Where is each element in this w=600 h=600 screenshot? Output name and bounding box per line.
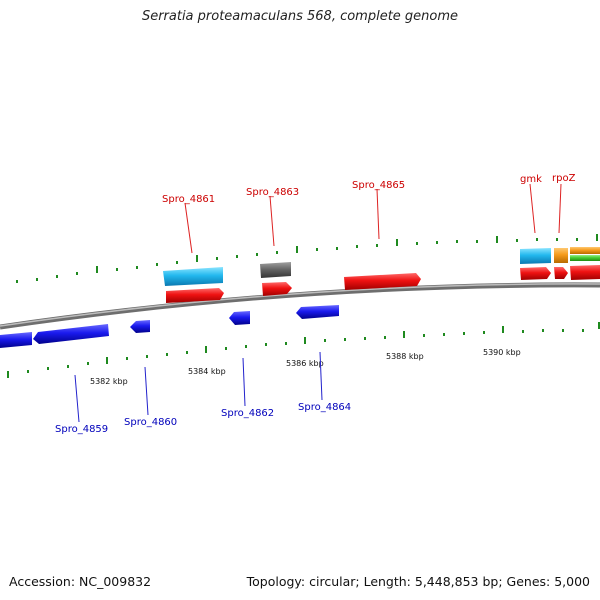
gene-label-spro-4865: Spro_4865: [352, 180, 405, 191]
forward-cds-gmk[interactable]: [520, 267, 551, 280]
gene-label-rpoz: rpoZ: [552, 173, 576, 184]
gene-label-spro-4859: Spro_4859: [55, 424, 108, 435]
gene-label-spro-4864: Spro_4864: [298, 402, 351, 413]
reverse-cds-left-edge[interactable]: [0, 332, 32, 348]
gene-label-spro-4862: Spro_4862: [221, 408, 274, 419]
genome-summary-text: Topology: circular; Length: 5,448,853 bp…: [246, 574, 590, 589]
gene-feature-orange-strip[interactable]: [570, 247, 600, 254]
kbp-label-5382: 5382 kbp: [90, 377, 128, 386]
forward-cds-rpoz[interactable]: [554, 267, 568, 279]
kbp-label-5386: 5386 kbp: [286, 359, 324, 368]
reverse-cds-spro-4860[interactable]: [130, 320, 150, 333]
gene-feature-gmk[interactable]: [520, 248, 551, 264]
forward-leader-lines: [184, 183, 562, 254]
kbp-label-5390: 5390 kbp: [483, 348, 521, 357]
forward-cds-spro-4865[interactable]: [344, 273, 421, 290]
accession-text: Accession: NC_009832: [9, 574, 152, 589]
gene-feature-rpoz-orange[interactable]: [554, 248, 568, 263]
reverse-cds-spro-4864[interactable]: [296, 305, 339, 319]
gene-label-gmk: gmk: [520, 174, 542, 185]
gene-feature-spro-4863[interactable]: [260, 262, 291, 278]
map-title: Serratia proteamaculans 568, complete ge…: [141, 9, 459, 24]
gene-label-spro-4860: Spro_4860: [124, 417, 177, 428]
reverse-leader-lines: [74, 351, 323, 423]
genome-backbone: [0, 282, 600, 330]
kbp-label-5388: 5388 kbp: [386, 352, 424, 361]
gene-feature-spro-4861[interactable]: [163, 267, 223, 286]
reverse-cds-spro-4862[interactable]: [229, 311, 250, 325]
lower-tick-row: [7, 322, 600, 378]
reverse-cds-spro-4859[interactable]: [33, 324, 109, 344]
upper-tick-row: [16, 234, 598, 283]
kbp-label-5384: 5384 kbp: [188, 367, 226, 376]
gene-label-spro-4861: Spro_4861: [162, 194, 215, 205]
gene-label-spro-4863: Spro_4863: [246, 187, 299, 198]
forward-cds-right-edge[interactable]: [570, 265, 600, 280]
forward-cds-spro-4863[interactable]: [262, 282, 292, 296]
forward-cds-spro-4861[interactable]: [166, 288, 224, 303]
gene-feature-green-strip[interactable]: [570, 255, 600, 261]
genome-backbone-highlight: [0, 283, 600, 327]
